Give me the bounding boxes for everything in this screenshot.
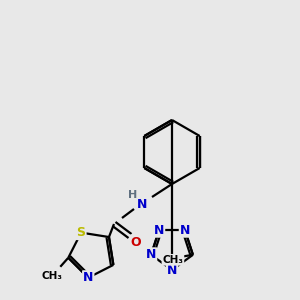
Text: N: N: [180, 224, 190, 237]
Text: S: S: [76, 226, 85, 239]
Text: N: N: [83, 271, 93, 284]
Text: H: H: [128, 190, 138, 200]
Text: CH₃: CH₃: [162, 255, 183, 265]
Text: N: N: [154, 224, 164, 237]
Text: O: O: [131, 236, 141, 248]
Text: N: N: [137, 197, 147, 211]
Text: CH₃: CH₃: [42, 271, 63, 281]
Text: N: N: [167, 263, 177, 277]
Text: N: N: [146, 248, 156, 261]
